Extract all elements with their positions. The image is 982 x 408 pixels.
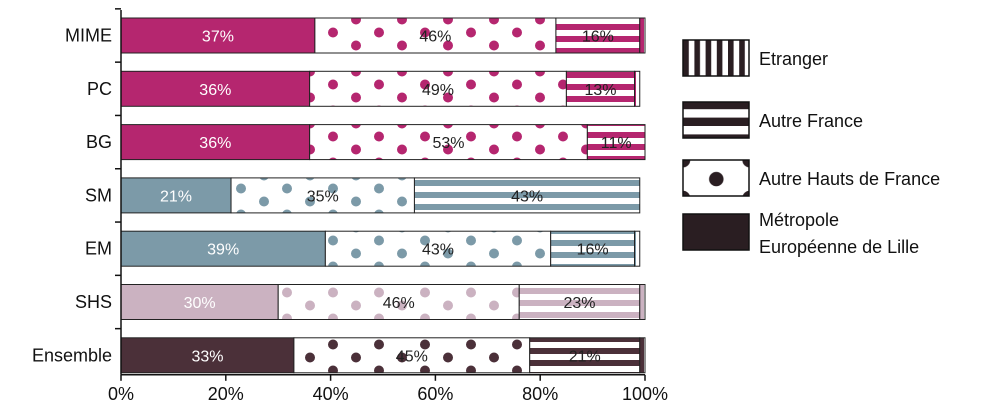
bar-bg-autre-france: [586, 124, 646, 161]
data-label-shs-m-tropole-europ-enne-de-lille: 30%: [184, 295, 216, 312]
bar-em-autre-hauts-de-france: [324, 230, 552, 267]
bar-em-etranger: [634, 230, 641, 267]
bar-row-pc: 36% 49% 13%: [120, 70, 641, 107]
bar-bg-m-tropole-europ-enne-de-lille: [120, 124, 311, 161]
data-label-shs-autre-france: 23%: [563, 295, 595, 312]
category-label-bg: BG: [86, 132, 112, 152]
bar-shs-autre-france: [518, 284, 641, 320]
bar-shs-autre-hauts-de-france: [277, 284, 520, 320]
data-label-sm-autre-hauts-de-france: 35%: [307, 188, 339, 205]
data-label-mime-autre-hauts-de-france: 46%: [419, 29, 451, 46]
data-label-bg-autre-hauts-de-france: 53%: [432, 135, 464, 152]
bar-mime-etranger: [639, 17, 646, 54]
x-tick-label-3: 60%: [417, 384, 453, 404]
legend-label-autre-france: Autre France: [759, 111, 863, 131]
data-label-pc-autre-hauts-de-france: 49%: [422, 82, 454, 99]
bar-ensemble-m-tropole-europ-enne-de-lille: [120, 337, 295, 374]
data-label-bg-m-tropole-europ-enne-de-lille: 36%: [199, 135, 231, 152]
bar-pc-autre-france: [565, 70, 636, 107]
data-label-ensemble-autre-france: 21%: [569, 348, 601, 365]
bar-row-sm: 21% 35% 43%: [120, 177, 641, 214]
data-label-bg-autre-france: 11%: [601, 135, 632, 152]
bar-pc-etranger: [634, 70, 641, 107]
axes-group: MIME PC BG SM EM SHS Ensemble 0% 20% 40% 60% 80% 100…: [32, 8, 668, 404]
bar-row-shs: 30% 46% 23%: [120, 284, 646, 320]
bar-ensemble-etranger: [639, 337, 646, 374]
data-label-mime-autre-france: 16%: [582, 29, 614, 46]
x-tick-label-2: 40%: [313, 384, 349, 404]
legend-item-autre-france: Autre France: [682, 101, 863, 139]
bar-ensemble-autre-hauts-de-france: [293, 337, 531, 374]
legend-item-autre-hauts-de-france: Autre Hauts de France: [682, 159, 940, 197]
bar-row-mime: 37% 46% 16%: [120, 17, 646, 54]
data-label-sm-m-tropole-europ-enne-de-lille: 21%: [160, 188, 192, 205]
data-label-pc-autre-france: 13%: [584, 82, 616, 99]
bar-row-ensemble: 33% 45% 21%: [120, 337, 646, 374]
data-label-em-autre-hauts-de-france: 43%: [422, 242, 454, 259]
category-label-shs: SHS: [75, 292, 112, 312]
data-label-mime-m-tropole-europ-enne-de-lille: 37%: [202, 29, 234, 46]
bar-mime-m-tropole-europ-enne-de-lille: [120, 17, 316, 54]
category-label-mime: MIME: [65, 26, 112, 46]
bar-shs-etranger: [639, 284, 646, 320]
category-label-pc: PC: [87, 79, 112, 99]
bar-em-m-tropole-europ-enne-de-lille: [120, 230, 326, 267]
x-tick-label-4: 80%: [522, 384, 558, 404]
legend-label-autre-hauts-de-france: Autre Hauts de France: [759, 169, 940, 189]
data-label-em-m-tropole-europ-enne-de-lille: 39%: [207, 242, 239, 259]
data-label-shs-autre-hauts-de-france: 46%: [383, 295, 415, 312]
x-tick-label-0: 0%: [108, 384, 134, 404]
bar-sm-autre-france: [413, 177, 641, 214]
bar-pc-autre-hauts-de-france: [309, 70, 567, 107]
legend-label-m-tropole-europ-enne-de-lille: Métropole Européenne de Lille: [759, 210, 919, 257]
legend-item-etranger: Etranger: [682, 39, 828, 77]
legend-swatch-etranger: [682, 39, 750, 77]
bar-mime-autre-hauts-de-france: [314, 17, 557, 54]
data-label-ensemble-autre-hauts-de-france: 45%: [396, 348, 428, 365]
category-label-sm: SM: [85, 185, 112, 205]
bar-ensemble-autre-france: [529, 337, 641, 374]
data-label-em-autre-france: 16%: [577, 242, 609, 259]
x-tick-label-1: 20%: [208, 384, 244, 404]
legend: Etranger Autre France Autre Hauts de Franc…: [682, 39, 940, 257]
legend-swatch-autre-france: [682, 101, 750, 139]
x-tick-label-5: 100%: [622, 384, 668, 404]
data-label-pc-m-tropole-europ-enne-de-lille: 36%: [199, 82, 231, 99]
bar-mime-autre-france: [555, 17, 641, 54]
legend-item-m-tropole-europ-enne-de-lille: Métropole Européenne de Lille: [682, 210, 919, 257]
category-label-ensemble: Ensemble: [32, 345, 112, 365]
bar-row-em: 39% 43% 16%: [120, 230, 641, 267]
bar-row-bg: 36% 53% 11%: [120, 124, 646, 161]
category-label-em: EM: [85, 239, 112, 259]
legend-swatch-autre-hauts-de-france: [682, 159, 750, 197]
bar-bg-autre-hauts-de-france: [309, 124, 588, 161]
data-label-ensemble-m-tropole-europ-enne-de-lille: 33%: [191, 348, 223, 365]
legend-label-etranger: Etranger: [759, 49, 828, 69]
data-label-sm-autre-france: 43%: [511, 188, 543, 205]
bar-sm-m-tropole-europ-enne-de-lille: [120, 177, 232, 214]
bars-group: 37% 46% 16% 36% 49% 13% 36% 53% 11% 21% 35% 43% 39% 4…: [120, 17, 646, 374]
legend-swatch-m-tropole-europ-enne-de-lille: [682, 213, 750, 251]
